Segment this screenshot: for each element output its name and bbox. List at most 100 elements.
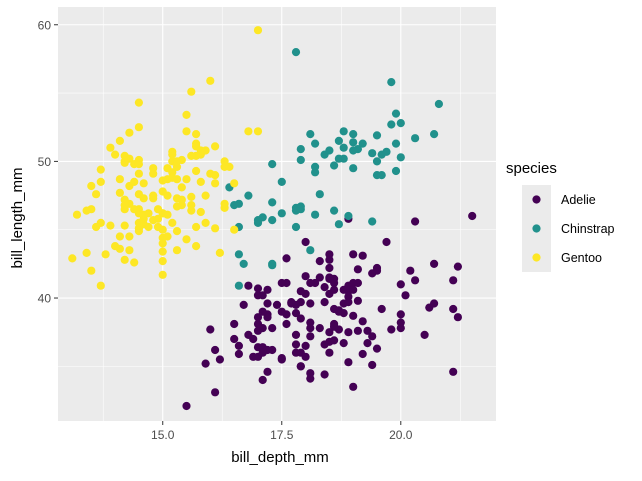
- data-point: [158, 257, 167, 266]
- data-point: [230, 319, 239, 329]
- data-point: [353, 326, 362, 335]
- data-point: [382, 147, 391, 156]
- data-point: [134, 169, 143, 178]
- data-point: [353, 278, 362, 288]
- data-point: [263, 299, 272, 308]
- data-point: [320, 283, 329, 292]
- y-tick-label: 60: [38, 18, 52, 32]
- data-point: [330, 304, 339, 314]
- data-point: [277, 209, 286, 218]
- legend: species Adelie Chinstrap Gentoo: [506, 160, 615, 272]
- data-point: [201, 218, 210, 227]
- data-point: [87, 181, 96, 191]
- data-point: [301, 352, 310, 361]
- x-tick-label: 15.0: [151, 428, 175, 442]
- data-point: [211, 345, 220, 355]
- data-point: [172, 246, 182, 255]
- data-point: [201, 359, 210, 368]
- legend-items: Adelie Chinstrap Gentoo: [522, 185, 615, 272]
- data-point: [344, 211, 353, 221]
- data-point: [296, 298, 305, 307]
- data-point: [263, 285, 272, 294]
- data-point: [320, 340, 329, 349]
- data-point: [139, 210, 148, 219]
- data-point: [115, 175, 124, 184]
- data-point: [268, 160, 277, 169]
- data-point: [301, 341, 310, 350]
- data-point: [211, 388, 220, 397]
- data-point: [430, 259, 439, 268]
- data-point: [68, 254, 77, 263]
- data-point: [363, 339, 372, 348]
- data-point: [282, 319, 291, 329]
- data-point: [130, 205, 139, 214]
- data-point: [268, 324, 277, 333]
- data-point: [353, 296, 362, 305]
- data-point: [177, 195, 186, 204]
- data-point: [344, 328, 353, 337]
- data-point: [368, 217, 377, 226]
- data-point: [258, 348, 267, 357]
- data-point: [163, 232, 172, 241]
- x-tick-label: 20.0: [389, 428, 413, 442]
- y-axis: 40 50 60: [38, 18, 58, 306]
- data-point: [396, 318, 405, 327]
- data-point: [291, 330, 301, 339]
- series-chinstrap: [225, 48, 443, 290]
- data-point: [349, 130, 358, 139]
- data-point: [263, 313, 272, 322]
- data-point: [134, 218, 143, 227]
- data-point: [125, 128, 134, 137]
- data-point: [330, 161, 339, 170]
- y-tick-label: 40: [38, 292, 52, 306]
- data-point: [287, 298, 296, 307]
- data-point: [244, 191, 253, 200]
- data-point: [234, 349, 243, 359]
- data-point: [453, 262, 462, 271]
- data-point: [163, 191, 172, 200]
- data-point: [306, 278, 315, 288]
- data-point: [306, 324, 315, 333]
- data-point: [277, 278, 286, 288]
- data-point: [244, 330, 253, 339]
- data-point: [325, 273, 334, 282]
- data-point: [330, 322, 339, 331]
- data-point: [353, 265, 362, 274]
- data-point: [291, 48, 301, 57]
- data-point: [411, 134, 420, 143]
- data-point: [349, 138, 358, 147]
- data-point: [192, 130, 201, 139]
- data-point: [130, 177, 139, 186]
- series-adelie: [182, 211, 477, 411]
- data-point: [411, 276, 420, 285]
- legend-item-gentoo: Gentoo: [522, 243, 602, 272]
- data-point: [306, 130, 315, 139]
- data-point: [411, 217, 420, 226]
- data-point: [96, 281, 105, 290]
- data-point: [339, 127, 348, 136]
- data-point: [363, 326, 372, 335]
- data-point: [187, 87, 196, 96]
- data-point: [168, 150, 177, 159]
- data-point: [277, 354, 286, 363]
- data-point: [253, 127, 263, 136]
- legend-label: Gentoo: [561, 251, 602, 265]
- data-point: [368, 360, 377, 370]
- data-point: [92, 190, 101, 199]
- data-point: [149, 194, 158, 203]
- data-point: [296, 155, 305, 165]
- legend-marker: [532, 224, 541, 233]
- data-point: [396, 119, 405, 128]
- data-point: [182, 235, 191, 244]
- data-point: [230, 179, 239, 188]
- data-point: [144, 222, 153, 232]
- data-point: [206, 325, 215, 334]
- data-point: [301, 272, 310, 281]
- plot-panel: [58, 7, 496, 421]
- data-point: [358, 349, 367, 359]
- data-point: [320, 298, 329, 307]
- data-point: [120, 201, 129, 210]
- data-point: [401, 291, 410, 300]
